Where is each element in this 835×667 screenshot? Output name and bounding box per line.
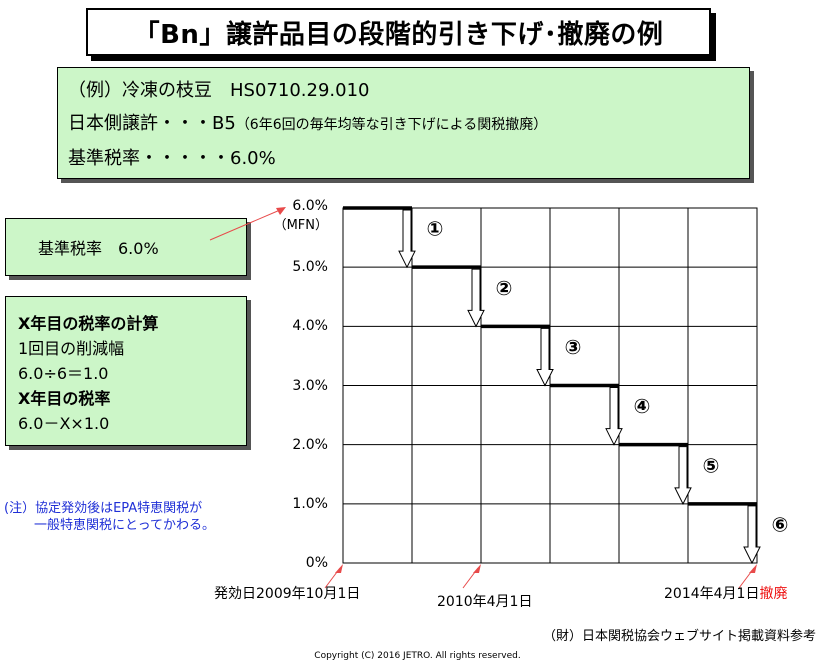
date-pointer-arrowhead — [335, 564, 343, 573]
y-tick-label: 5.0% — [292, 259, 328, 276]
y-top-sublabel: （MFN） — [273, 218, 328, 233]
calc-line-2: 1回目の削減幅 — [18, 339, 125, 358]
date-pointer-arrowhead — [749, 564, 757, 573]
example-box: （例）冷凍の枝豆 HS0710.29.010 日本側譲許・・・B5（6年6回の毎… — [57, 67, 750, 179]
calc-line-1: X年目の税率の計算 — [18, 314, 159, 333]
footnote-line-2: 一般特恵関税にとってかわる。 — [34, 518, 215, 533]
step-down-arrow — [605, 387, 623, 446]
step-number-label: ⑤ — [703, 453, 720, 477]
source-note: （財）日本関税協会ウェブサイト掲載資料参考 — [543, 629, 817, 644]
pointer-arrowhead — [276, 207, 286, 215]
example-line-2: 日本側譲許・・・B5（6年6回の毎年均等な引き下げによる関税撤廃） — [68, 107, 749, 142]
calculation-box: X年目の税率の計算 1回目の削減幅 6.0÷6＝1.0 X年目の税率 6.0－X… — [5, 296, 247, 446]
calc-line-5: 6.0－X×1.0 — [18, 414, 110, 433]
step-down-arrow — [536, 327, 554, 387]
y-tick-label: 2.0% — [292, 436, 328, 453]
footnote-line-1: (注）協定発効後はEPA特恵関税が — [4, 501, 203, 516]
y-tick-label: 0% — [305, 555, 328, 571]
page-title: 「Bn」譲許品目の段階的引き下げ･撤廃の例 — [86, 8, 711, 56]
example-line-2-note: （6年6回の毎年均等な引き下げによる関税撤廃） — [235, 117, 548, 133]
page-title-text: 「Bn」譲許品目の段階的引き下げ･撤廃の例 — [133, 19, 664, 50]
step-down-arrow — [398, 209, 416, 269]
example-line-2-main: 日本側譲許・・・B5 — [68, 113, 236, 134]
y-tick-label: 6.0% — [292, 198, 328, 214]
date-label-end: 2014年4月1日撤廃 — [664, 583, 787, 603]
y-tick-label: 3.0% — [292, 377, 328, 394]
calc-line-4: X年目の税率 — [18, 389, 111, 408]
copyright: Copyright (C) 2016 JETRO. All rights res… — [314, 651, 521, 661]
date-label-start: 発効日2009年10月1日 — [214, 586, 361, 602]
step-down-arrow — [467, 268, 485, 328]
pointer-line — [209, 209, 281, 241]
step-number-label: ④ — [634, 394, 651, 418]
calc-line-3: 6.0÷6＝1.0 — [18, 364, 109, 383]
step-number-label: ② — [496, 276, 513, 300]
date-pointer-arrowhead — [473, 564, 481, 573]
step-number-label: ① — [427, 217, 444, 241]
step-down-arrow — [743, 505, 761, 565]
step-down-arrow — [674, 446, 692, 505]
footnote: (注）協定発効後はEPA特恵関税が 一般特恵関税にとってかわる。 — [4, 500, 244, 534]
example-line-1: （例）冷凍の枝豆 HS0710.29.010 — [68, 80, 370, 101]
base-rate-text: 基準税率 6.0% — [38, 239, 159, 258]
date-label-second: 2010年4月1日 — [437, 594, 533, 610]
abolish-label: 撤廃 — [759, 586, 788, 602]
date-label-end-text: 2014年4月1日 — [664, 586, 760, 602]
step-number-label: ⑥ — [772, 512, 789, 536]
y-tick-label: 4.0% — [292, 318, 328, 335]
y-tick-label: 1.0% — [292, 495, 328, 512]
base-rate-box: 基準税率 6.0% — [5, 218, 247, 276]
example-line-3: 基準税率・・・・・6.0% — [68, 148, 276, 169]
step-number-label: ③ — [565, 335, 582, 359]
